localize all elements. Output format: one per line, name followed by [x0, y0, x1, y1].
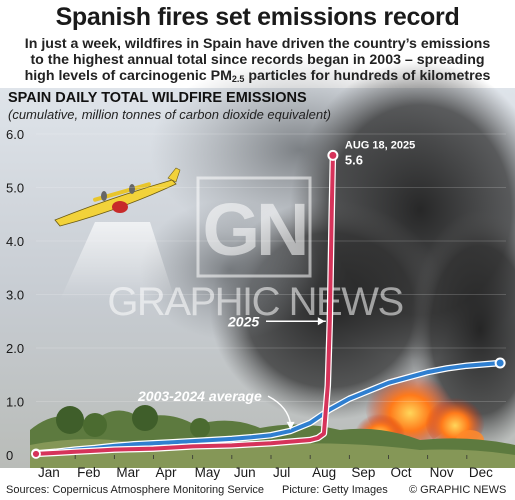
graphic-news-watermark: GN GRAPHIC NEWS [107, 176, 404, 324]
x-tick-label: Oct [391, 465, 412, 480]
y-tick-label: 5.0 [6, 181, 24, 196]
y-tick-label: 1.0 [6, 395, 24, 410]
label-2025: 2025 [227, 313, 259, 329]
x-tick-label: Mar [116, 465, 140, 480]
standfirst-line-3: high levels of carcinogenic PM2.5 partic… [0, 68, 515, 84]
series-lines [31, 149, 506, 459]
x-tick-label: Aug [312, 465, 336, 480]
x-tick-label: Jul [273, 465, 290, 480]
y-tick-label: 2.0 [6, 341, 24, 356]
headline: Spanish fires set emissions record [55, 3, 460, 31]
series-startpoint [31, 449, 41, 459]
series-line-average [34, 361, 503, 456]
y-tick-label: 0 [6, 448, 13, 463]
standfirst-line-3-tail: particles for hundreds of kilometres [244, 68, 491, 84]
chart-subtitle: (cumulative, million tonnes of carbon di… [8, 107, 332, 122]
series-line-2025 [34, 153, 335, 456]
series-endpoint-average [494, 357, 506, 369]
standfirst: In just a week, wildfires in Spain have … [0, 36, 515, 84]
x-tick-label: Sep [351, 465, 375, 480]
pm-subscript: 2.5 [231, 74, 245, 84]
series-endpoint-2025 [327, 149, 339, 161]
y-tick-label: 6.0 [6, 127, 24, 142]
arrow-average-head [286, 421, 295, 430]
peak-date-label: AUG 18, 2025 [345, 139, 415, 151]
label-average: 2003-2024 average [137, 388, 262, 404]
x-tick-label: Dec [469, 465, 493, 480]
arrow-2025-head [317, 317, 325, 326]
x-tick-label: Apr [156, 465, 178, 480]
sources-credit: Sources: Copernicus Atmosphere Monitorin… [6, 484, 265, 496]
water-bomber-plane [54, 167, 181, 227]
gridlines [36, 133, 506, 402]
picture-credit: Picture: Getty Images [282, 484, 388, 496]
x-tick-label: Feb [77, 465, 100, 480]
wildfire-photo [0, 55, 515, 468]
x-axis-labels: Jan Feb Mar Apr May Jun Jul Aug Sep Oct Nov Dec [35, 455, 493, 480]
peak-value-label: 5.6 [345, 152, 363, 167]
x-tick-label: May [195, 465, 221, 480]
footer: Sources: Copernicus Atmosphere Monitorin… [0, 482, 515, 500]
chart-title: SPAIN DAILY TOTAL WILDFIRE EMISSIONS [8, 90, 307, 106]
watermark-text: GRAPHIC NEWS [107, 280, 402, 324]
y-axis-labels: 6.0 5.0 4.0 3.0 2.0 1.0 0 [6, 127, 24, 463]
x-tick-label: Nov [430, 465, 454, 480]
copyright-credit: © GRAPHIC NEWS [409, 484, 507, 496]
y-tick-label: 4.0 [6, 234, 24, 249]
watermark-logo: GN [203, 188, 306, 271]
x-tick-label: Jun [234, 465, 256, 480]
standfirst-line-3-text: high levels of carcinogenic PM [24, 68, 232, 84]
x-tick-label: Jan [38, 465, 60, 480]
standfirst-line-2: to the highest annual total since record… [30, 52, 485, 68]
standfirst-line-1: In just a week, wildfires in Spain have … [24, 36, 491, 52]
y-tick-label: 3.0 [6, 288, 24, 303]
